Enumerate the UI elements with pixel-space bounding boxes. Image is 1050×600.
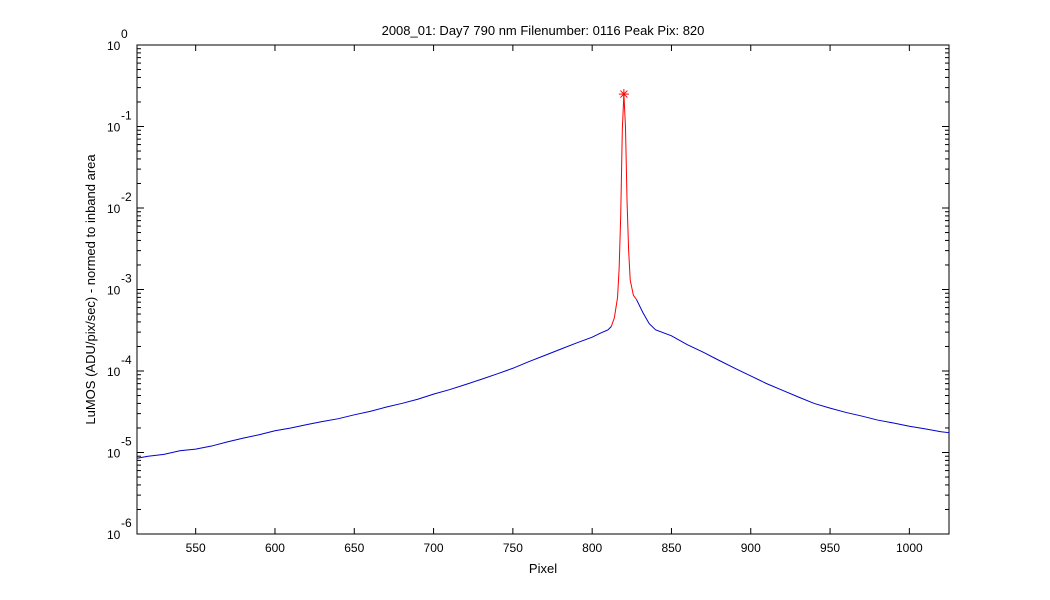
plot-area (136, 44, 950, 535)
y-tick-label-base: 10 (107, 365, 121, 379)
y-tick-label-exponent: -1 (121, 109, 132, 123)
x-tick-label: 750 (503, 541, 523, 555)
x-tick-label: 700 (424, 541, 444, 555)
x-tick-label: 800 (582, 541, 602, 555)
y-tick-label-exponent: 0 (121, 27, 128, 41)
series-line-2 (636, 299, 950, 434)
y-axis-label: LuMOS (ADU/pix/sec) - normed to inband a… (83, 154, 98, 425)
peak-marker-group (618, 89, 629, 100)
peak-marker-d2 (620, 90, 628, 98)
x-tick-label: 850 (661, 541, 681, 555)
y-tick-label-exponent: -5 (121, 435, 132, 449)
x-tick-label: 650 (344, 541, 364, 555)
y-tick-label-base: 10 (107, 39, 121, 53)
y-tick-label-base: 10 (107, 284, 121, 298)
axis-ticks: 550 600 650 700 750 800 850 900 950 100010010-110… (107, 27, 949, 555)
x-tick-label: 600 (265, 541, 285, 555)
y-tick-label-exponent: -2 (121, 190, 132, 204)
y-tick-label-base: 10 (107, 202, 121, 216)
y-tick-label-exponent: -4 (121, 353, 132, 367)
x-tick-label: 950 (820, 541, 840, 555)
y-tick-label-base: 10 (107, 121, 121, 135)
y-tick-label-base: 10 (107, 528, 121, 542)
x-tick-label: 900 (741, 541, 761, 555)
y-tick-label-exponent: -6 (121, 516, 132, 530)
y-tick-label-exponent: -3 (121, 272, 132, 286)
series-line-0 (136, 326, 612, 459)
x-tick-label: 550 (186, 541, 206, 555)
y-tick-label-base: 10 (107, 447, 121, 461)
x-axis-label: Pixel (529, 561, 557, 576)
x-tick-label: 1000 (896, 541, 923, 555)
chart-title: 2008_01: Day7 790 nm Filenumber: 0116 Pe… (382, 23, 705, 38)
